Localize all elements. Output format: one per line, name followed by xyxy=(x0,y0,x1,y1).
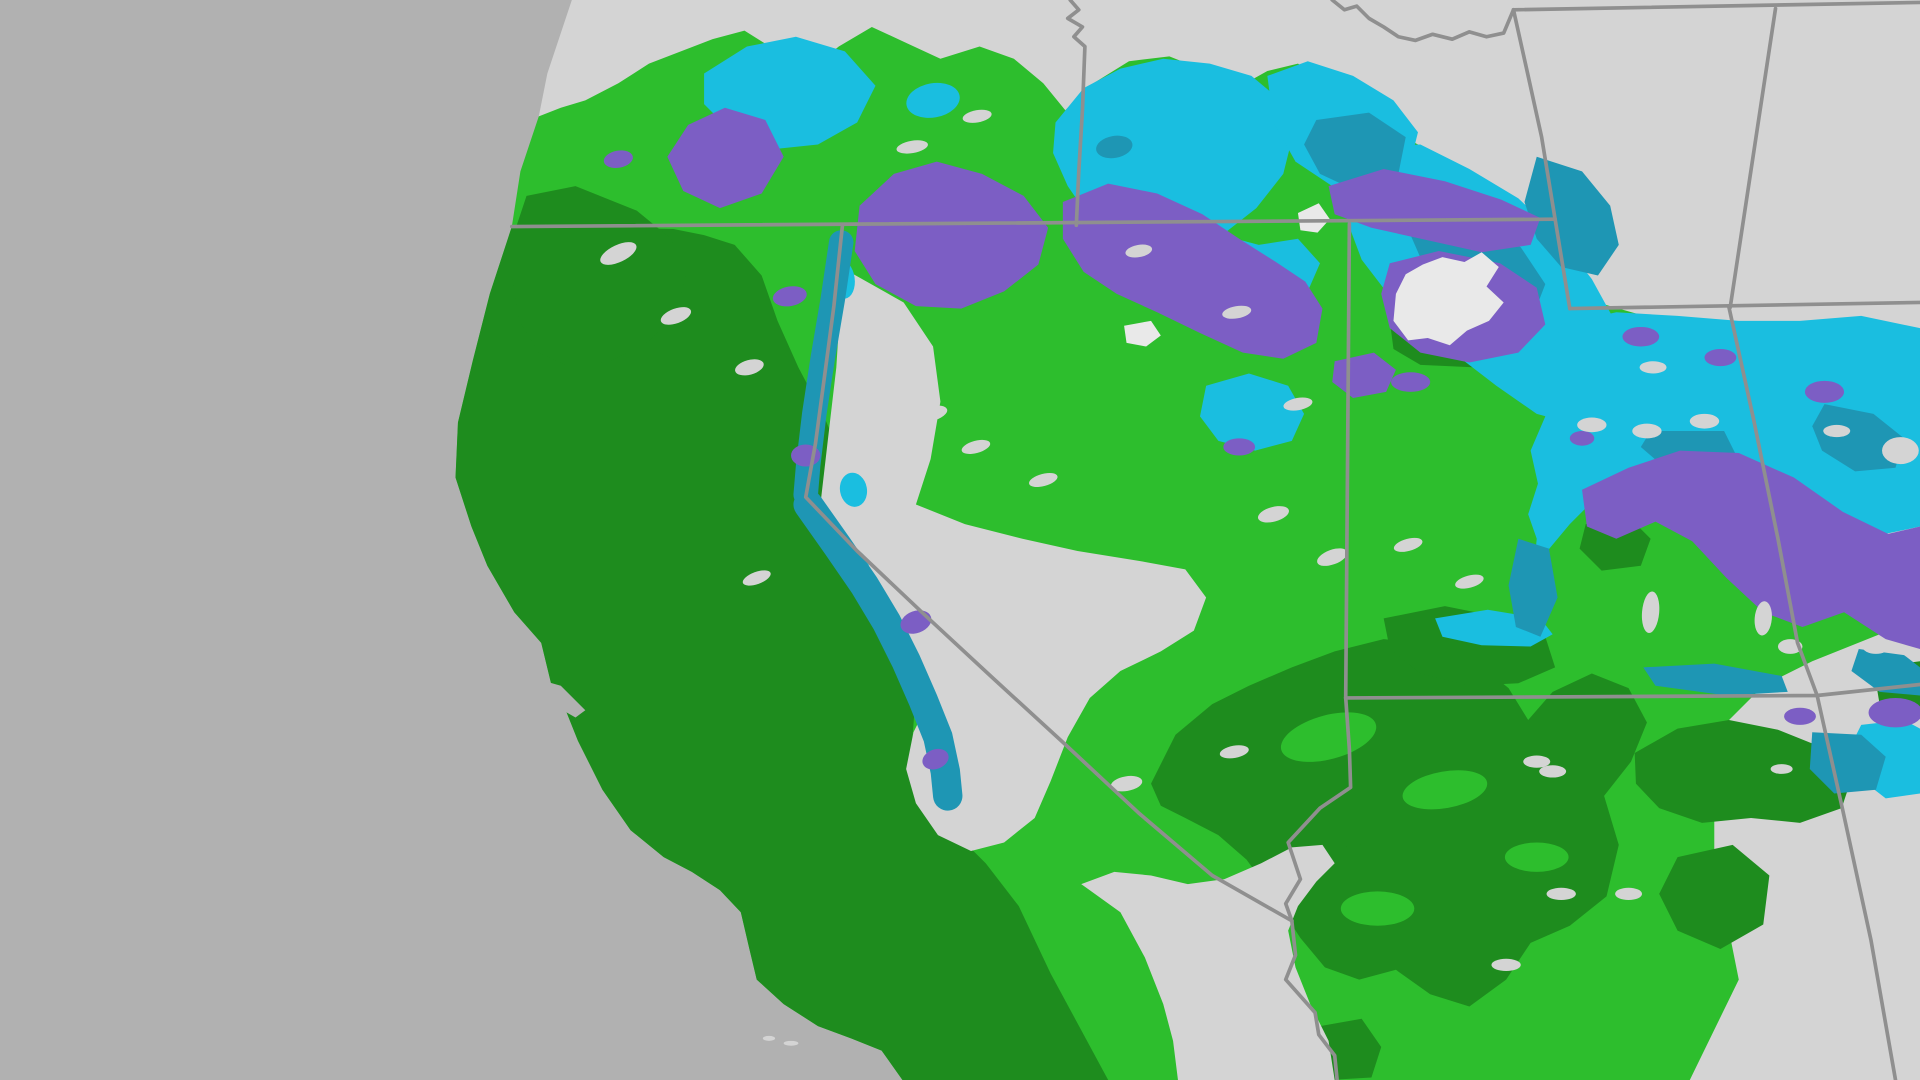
mix-uinta-dot xyxy=(1391,372,1431,392)
dry-lens xyxy=(1770,764,1793,774)
dry-lens xyxy=(913,405,948,423)
dry-lens xyxy=(1028,472,1058,488)
mix-wyoming-dot-1 xyxy=(1622,326,1660,347)
border-nevada-arizona xyxy=(1283,696,1353,923)
dry-lens xyxy=(1283,397,1313,411)
dry-lens xyxy=(1317,548,1348,566)
dry-lens xyxy=(1577,417,1607,433)
border-california-arizona-river xyxy=(1283,918,1339,1080)
dry-lens xyxy=(1491,958,1521,972)
teal-ne-oregon-dot xyxy=(1096,135,1133,159)
mix-new-mexico-2 xyxy=(1784,707,1816,725)
dry-lens xyxy=(660,307,692,325)
mix-new-mexico-1 xyxy=(1868,697,1920,728)
border-37n-utah-arizona-colorado-nm xyxy=(1343,682,1920,700)
border-oregon-idaho xyxy=(1065,0,1087,228)
heavy-rain-new-mexico xyxy=(1634,720,1852,823)
teal-colorado-north xyxy=(1812,404,1905,472)
dry-lens xyxy=(1882,437,1919,465)
border-idaho-montana xyxy=(1330,0,1516,43)
mix-sierra-3 xyxy=(922,748,949,770)
snow-ne-nevada xyxy=(1200,373,1305,451)
rain-gap xyxy=(1504,842,1569,872)
dry-lens xyxy=(1222,305,1252,319)
state-borders-layer xyxy=(510,0,1920,1080)
sf-bay xyxy=(538,680,586,718)
heavy-rain-new-mexico-2 xyxy=(1659,844,1770,949)
mix-blue-mountains xyxy=(854,161,1049,309)
mix-sw-montana xyxy=(1328,168,1541,253)
border-idaho-wyoming-utah xyxy=(1511,7,1572,311)
heavy-rain-california xyxy=(455,226,1109,1080)
border-nevada-utah xyxy=(1343,222,1352,700)
border-45n-montana-wyoming xyxy=(1511,0,1920,12)
dry-lens xyxy=(742,570,771,586)
mix-wyoming-dot-2 xyxy=(1704,348,1737,367)
dry-lens xyxy=(1689,413,1720,429)
heavy-rain-arizona xyxy=(1151,639,1647,1007)
white-idaho-2 xyxy=(1124,320,1161,347)
dry-lens xyxy=(1639,361,1667,374)
dry-lens xyxy=(1455,574,1484,589)
dry-lens xyxy=(1641,591,1660,633)
dry-lens xyxy=(1539,765,1567,778)
dry-lens xyxy=(1125,244,1153,258)
dry-lens xyxy=(896,140,928,154)
mix-nevada-dot xyxy=(1223,438,1256,456)
white-idaho-1 xyxy=(1297,203,1330,233)
border-42n-ca-or-nv-id xyxy=(510,217,1557,229)
mix-oregon-dot xyxy=(603,150,633,169)
border-wyoming-east xyxy=(1728,6,1778,310)
mix-colorado-dot xyxy=(1569,431,1595,446)
snow-sierra-2 xyxy=(839,472,868,507)
dry-lens xyxy=(1110,775,1143,792)
dry-lens xyxy=(1632,423,1662,439)
dry-lens xyxy=(1546,887,1576,900)
dry-lens xyxy=(1615,887,1643,900)
dry-lens xyxy=(1257,506,1289,523)
rain-gap xyxy=(1402,770,1488,810)
dry-south-arizona xyxy=(1081,844,1335,1080)
mix-wyoming-colorado-band xyxy=(1582,450,1920,649)
dry-lens xyxy=(600,242,637,265)
dry-lens xyxy=(962,109,992,123)
border-arizona-new-mexico xyxy=(1815,693,1898,1080)
channel-island-2 xyxy=(783,1040,799,1046)
border-utah-colorado xyxy=(1727,305,1819,698)
white-yellowstone xyxy=(1393,252,1504,346)
teal-colorado-se xyxy=(1851,648,1920,696)
heavy-rain-az-river-1 xyxy=(1332,842,1390,898)
channel-island-1 xyxy=(762,1035,776,1041)
dry-lens xyxy=(735,359,764,376)
mix-south-idaho xyxy=(1062,183,1323,359)
dry-lens xyxy=(961,439,991,454)
dry-lenses-layer xyxy=(600,109,1919,1046)
rain-gap xyxy=(1280,712,1377,762)
white-patches-layer xyxy=(1124,203,1504,347)
mix-ne-california xyxy=(772,286,807,307)
snow-north-oregon-2 xyxy=(906,82,960,118)
rain-gap xyxy=(1340,891,1415,926)
dry-lens xyxy=(1219,745,1249,759)
teal-colorado-south-band xyxy=(1643,663,1788,696)
dry-lens xyxy=(1523,755,1551,768)
teal-west-wyoming xyxy=(1508,538,1558,637)
mix-north-oregon xyxy=(667,107,784,209)
dry-lens xyxy=(1823,424,1851,438)
heavy-rain-sw-oregon xyxy=(511,186,686,368)
mix-wyoming-dot-3 xyxy=(1804,380,1845,403)
dry-lens xyxy=(1862,639,1890,654)
border-41n-wyoming-colorado xyxy=(1567,300,1920,311)
dry-lens xyxy=(1393,537,1423,552)
dry-lens xyxy=(1754,601,1772,636)
border-california-nevada xyxy=(803,223,1294,923)
